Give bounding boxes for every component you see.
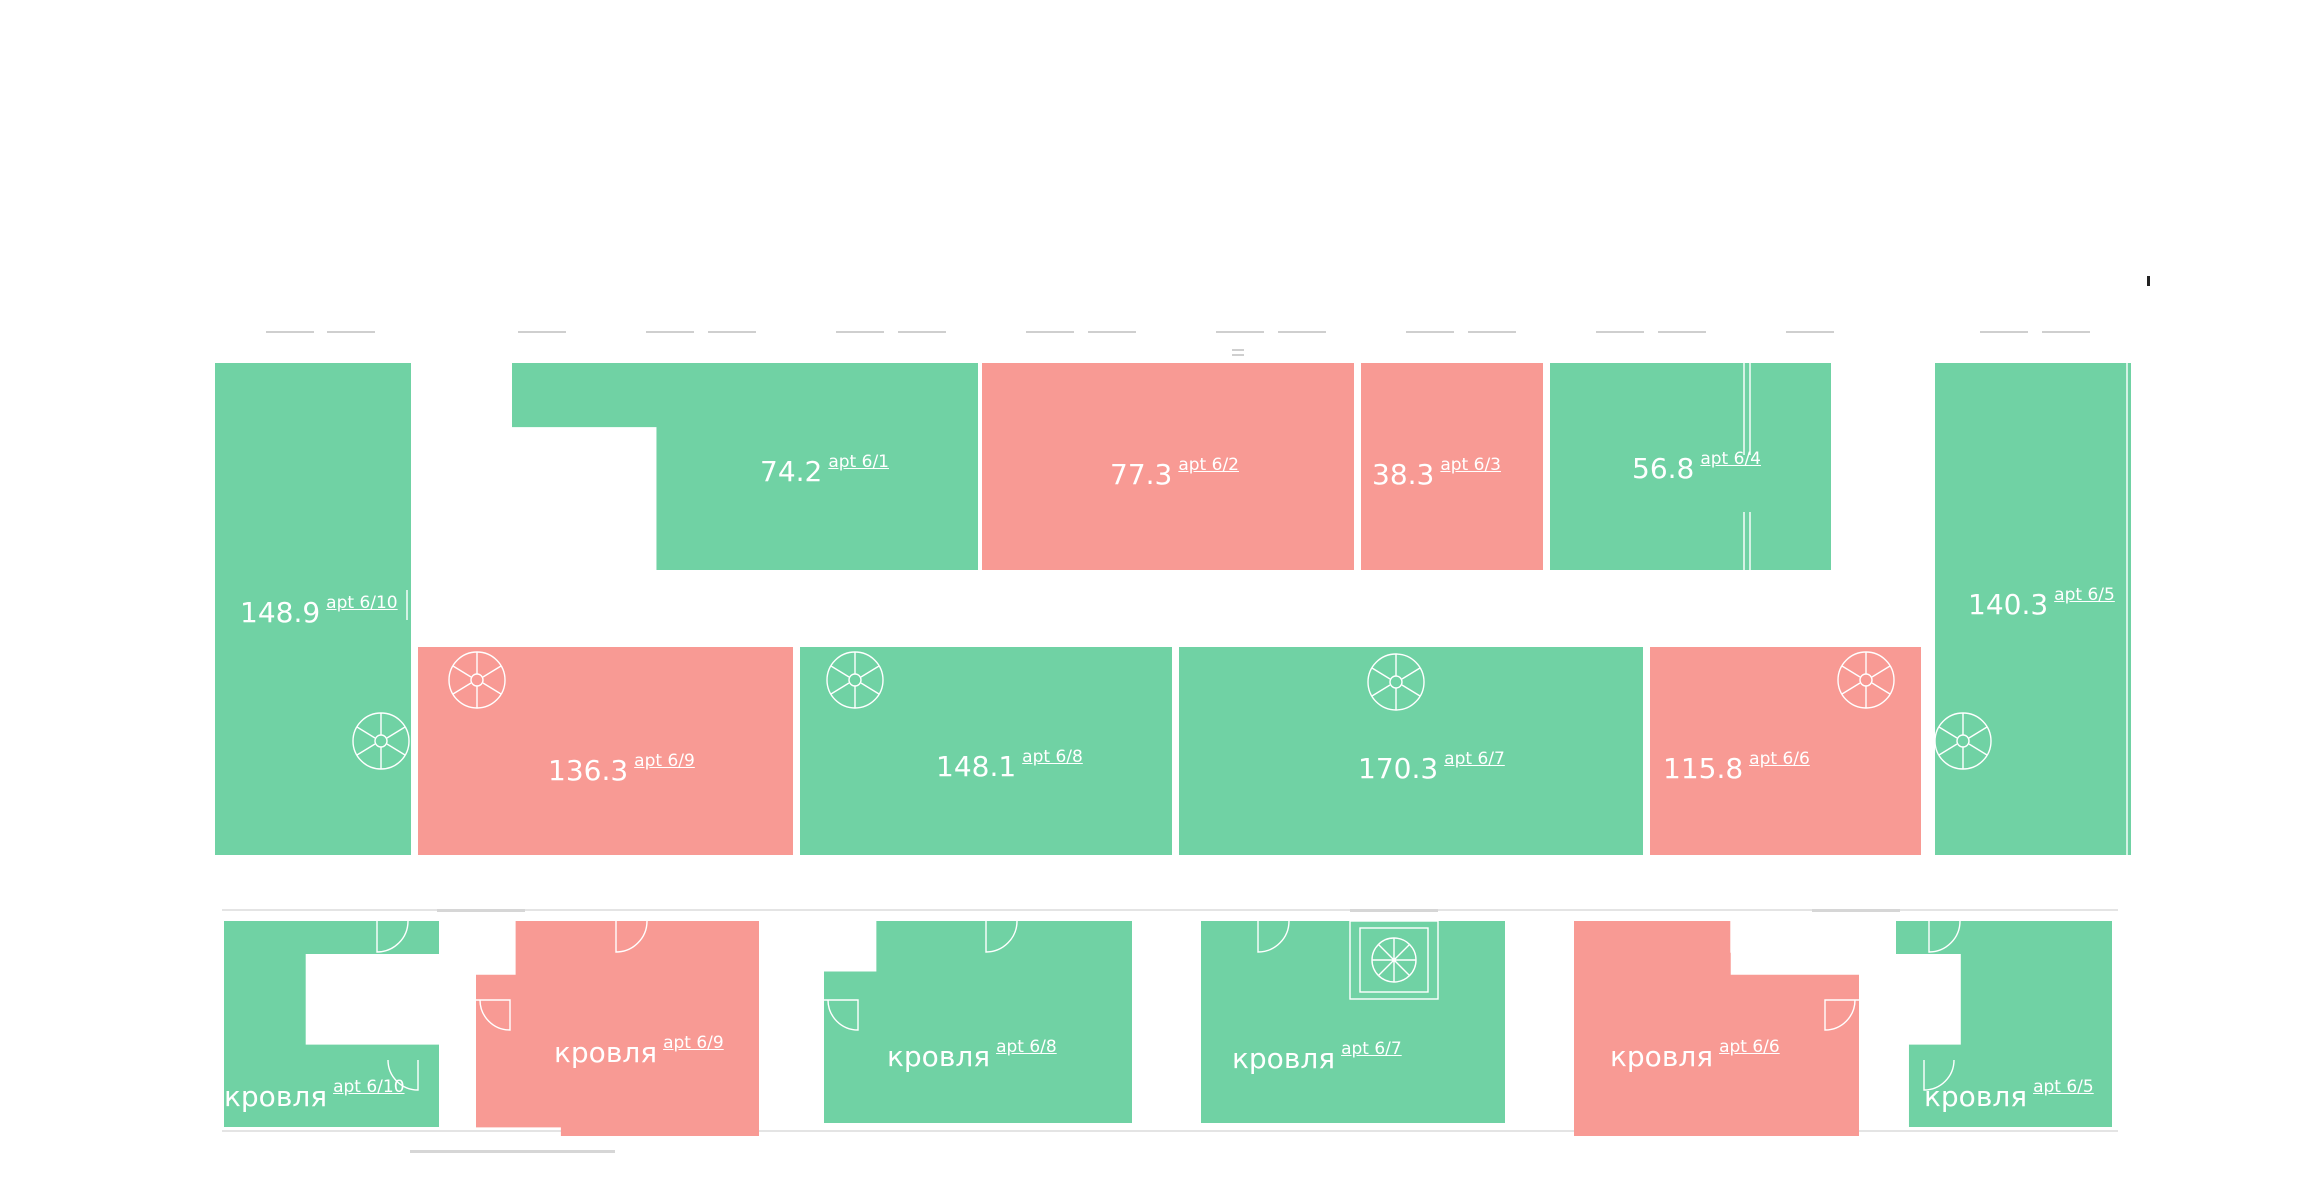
unit-area: 136.3: [548, 754, 629, 787]
roof-label[interactable]: кровля apt 6/8: [887, 1037, 1057, 1073]
window-mark: [1406, 331, 1454, 333]
roof-apt-6-7[interactable]: [1201, 921, 1505, 1123]
unit-label[interactable]: 148.9 apt 6/10: [240, 593, 398, 629]
window-mark: [646, 331, 694, 333]
window-mark: [1232, 349, 1244, 351]
window-mark: [1088, 331, 1136, 333]
window-mark: [898, 331, 946, 333]
unit-label[interactable]: 38.3 apt 6/3: [1372, 455, 1501, 491]
unit-apt-link[interactable]: apt 6/1: [828, 452, 889, 472]
unit-label[interactable]: 148.1 apt 6/8: [936, 747, 1083, 783]
unit-apt-6-1[interactable]: [512, 363, 978, 570]
roof-parapet: [222, 1130, 2118, 1132]
roof-apt-link[interactable]: apt 6/8: [996, 1037, 1057, 1057]
unit-area: 38.3: [1372, 458, 1435, 491]
unit-apt-6-7[interactable]: [1179, 647, 1643, 855]
roof-apt-link[interactable]: apt 6/6: [1719, 1037, 1780, 1057]
roof-title: кровля: [887, 1040, 991, 1073]
roof-label[interactable]: кровля apt 6/10: [224, 1077, 405, 1113]
window-mark: [1026, 331, 1074, 333]
unit-label[interactable]: 77.3 apt 6/2: [1110, 455, 1239, 491]
unit-apt-link[interactable]: apt 6/5: [2054, 585, 2115, 605]
roof-title: кровля: [1232, 1042, 1336, 1075]
window-mark: [836, 331, 884, 333]
unit-apt-link[interactable]: apt 6/2: [1178, 455, 1239, 475]
window-mark: [1980, 331, 2028, 333]
window-mark: [1216, 331, 1264, 333]
window-mark: [708, 331, 756, 333]
unit-apt-6-9[interactable]: [418, 647, 793, 855]
corner-mark: [2147, 276, 2150, 286]
window-mark: [1232, 354, 1244, 356]
roof-apt-6-8[interactable]: [824, 921, 1132, 1123]
unit-apt-link[interactable]: apt 6/3: [1440, 455, 1501, 475]
roof-title: кровля: [554, 1036, 658, 1069]
unit-apt-link[interactable]: apt 6/10: [326, 593, 398, 613]
unit-area: 148.1: [936, 750, 1017, 783]
unit-area: 74.2: [760, 455, 823, 488]
unit-label[interactable]: 140.3 apt 6/5: [1968, 585, 2115, 621]
roof-apt-link[interactable]: apt 6/7: [1341, 1039, 1402, 1059]
window-mark: [1596, 331, 1644, 333]
window-mark: [1786, 331, 1834, 333]
unit-area: 140.3: [1968, 588, 2049, 621]
roof-title: кровля: [1610, 1040, 1714, 1073]
roof-parapet-mark: [1812, 909, 1900, 912]
roof-apt-link[interactable]: apt 6/10: [333, 1077, 405, 1097]
roof-label[interactable]: кровля apt 6/9: [554, 1033, 724, 1069]
window-mark: [1658, 331, 1706, 333]
unit-area: 56.8: [1632, 452, 1695, 485]
window-mark: [518, 331, 566, 333]
roof-label[interactable]: кровля apt 6/5: [1924, 1077, 2094, 1113]
roof-parapet-mark: [1350, 909, 1438, 912]
roof-apt-6-6[interactable]: [1574, 921, 1859, 1136]
roof-apt-link[interactable]: apt 6/9: [663, 1033, 724, 1053]
unit-label[interactable]: 115.8 apt 6/6: [1663, 749, 1810, 785]
unit-apt-link[interactable]: apt 6/6: [1749, 749, 1810, 769]
window-mark: [2042, 331, 2090, 333]
unit-apt-6-2[interactable]: [982, 363, 1354, 570]
window-mark: [1468, 331, 1516, 333]
roof-title: кровля: [224, 1080, 328, 1113]
unit-area: 77.3: [1110, 458, 1173, 491]
window-mark: [266, 331, 314, 333]
roof-parapet-mark: [437, 909, 525, 912]
unit-label[interactable]: 136.3 apt 6/9: [548, 751, 695, 787]
unit-area: 170.3: [1358, 752, 1439, 785]
unit-label[interactable]: 56.8 apt 6/4: [1632, 449, 1761, 485]
unit-apt-6-4[interactable]: [1550, 363, 1831, 570]
roof-title: кровля: [1924, 1080, 2028, 1113]
unit-apt-link[interactable]: apt 6/9: [634, 751, 695, 771]
roof-apt-6-9[interactable]: [476, 921, 759, 1136]
roof-apt-link[interactable]: apt 6/5: [2033, 1077, 2094, 1097]
door-icon: [1730, 920, 1763, 953]
unit-label[interactable]: 170.3 apt 6/7: [1358, 749, 1505, 785]
unit-area: 115.8: [1663, 752, 1744, 785]
unit-label[interactable]: 74.2 apt 6/1: [760, 452, 889, 488]
roof-parapet: [222, 909, 2118, 911]
roof-parapet-mark: [410, 1150, 615, 1153]
unit-apt-link[interactable]: apt 6/7: [1444, 749, 1505, 769]
window-mark: [327, 331, 375, 333]
unit-apt-6-10[interactable]: [215, 363, 411, 855]
unit-apt-link[interactable]: apt 6/4: [1700, 449, 1761, 469]
window-mark: [1278, 331, 1326, 333]
unit-apt-6-3[interactable]: [1361, 363, 1543, 570]
unit-apt-6-5[interactable]: [1935, 363, 2131, 855]
roof-label[interactable]: кровля apt 6/6: [1610, 1037, 1780, 1073]
unit-apt-link[interactable]: apt 6/8: [1022, 747, 1083, 767]
roof-label[interactable]: кровля apt 6/7: [1232, 1039, 1402, 1075]
unit-area: 148.9: [240, 596, 321, 629]
